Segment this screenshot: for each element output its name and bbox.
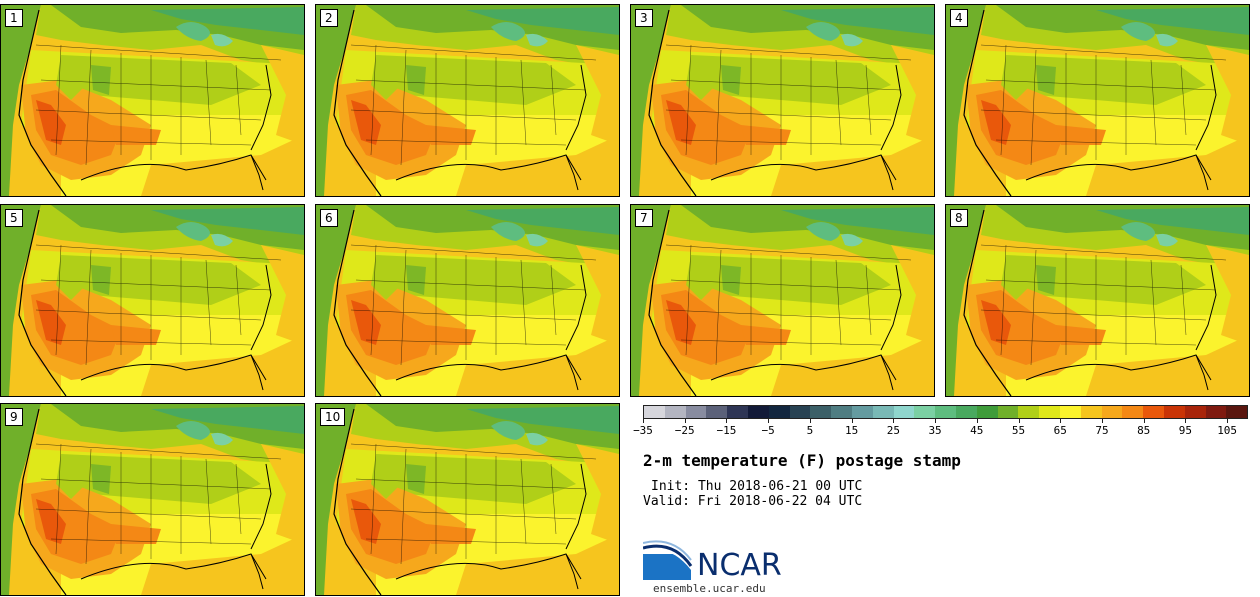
member-number-badge: 1 (5, 9, 23, 27)
colorbar-swatch (914, 406, 936, 418)
temperature-colorbar (643, 405, 1248, 419)
colorbar-swatch (664, 406, 686, 418)
temperature-map (631, 205, 934, 396)
temperature-map (1, 205, 304, 396)
colorbar-tick (1060, 419, 1062, 423)
ensemble-member-panel: 10 (315, 403, 620, 596)
colorbar-tick-label: 35 (928, 424, 942, 437)
valid-time: Valid: Fri 2018-06-22 04 UTC (643, 494, 863, 509)
colorbar-swatch (685, 406, 707, 418)
colorbar-swatch (727, 406, 748, 418)
member-number-badge: 3 (635, 9, 653, 27)
ensemble-member-panel: 6 (315, 204, 620, 397)
colorbar-tick (1185, 419, 1187, 423)
ensemble-member-panel: 2 (315, 4, 620, 197)
colorbar-swatch (810, 406, 832, 418)
colorbar-swatch (644, 406, 665, 418)
colorbar-swatch (1080, 406, 1102, 418)
colorbar-swatch (1226, 406, 1248, 418)
ncar-logo-icon (643, 540, 693, 580)
colorbar-tick-label: 105 (1217, 424, 1238, 437)
colorbar-swatch (1184, 406, 1206, 418)
colorbar-tick-label: 45 (970, 424, 984, 437)
logo-wordmark: NCAR (697, 548, 782, 583)
member-number-badge: 8 (950, 209, 968, 227)
colorbar-tick-label: 55 (1011, 424, 1026, 437)
colorbar-swatch (851, 406, 873, 418)
colorbar-swatch (706, 406, 728, 418)
colorbar-tick-label: 85 (1137, 424, 1151, 437)
ensemble-member-panel: 4 (945, 4, 1250, 197)
colorbar-swatch (1039, 406, 1060, 418)
colorbar-tick (809, 419, 811, 423)
colorbar-swatch (768, 406, 790, 418)
colorbar-tick (1101, 419, 1103, 423)
colorbar-swatch (1143, 406, 1164, 418)
ensemble-member-panel: 9 (0, 403, 305, 596)
colorbar-tick-label: 15 (844, 424, 859, 437)
temperature-map (316, 205, 619, 396)
member-number-badge: 9 (5, 408, 23, 426)
temperature-map (1, 5, 304, 196)
colorbar-swatch (955, 406, 977, 418)
member-number-badge: 10 (320, 408, 346, 426)
colorbar-swatch (1018, 406, 1040, 418)
colorbar-ticks: −35 −25 −15 −5 5 15 25 35 45 55 65 75 85 95 105 115 (633, 419, 1260, 439)
temperature-map (946, 5, 1249, 196)
colorbar-tick (935, 419, 937, 423)
colorbar-tick (893, 419, 895, 423)
member-number-badge: 5 (5, 209, 23, 227)
colorbar-swatch (872, 406, 894, 418)
colorbar-tick-label: 65 (1053, 424, 1067, 437)
colorbar-swatch (1163, 406, 1185, 418)
colorbar-tick-label: −5 (761, 424, 775, 437)
colorbar-swatch (1059, 406, 1081, 418)
colorbar-tick (1018, 419, 1020, 423)
colorbar-swatch (1205, 406, 1227, 418)
temperature-map (316, 5, 619, 196)
ensemble-member-panel: 3 (630, 4, 935, 197)
member-number-badge: 2 (320, 9, 338, 27)
ensemble-member-panel: 8 (945, 204, 1250, 397)
init-time: Init: Thu 2018-06-21 00 UTC (651, 479, 863, 494)
colorbar-tick (643, 419, 644, 423)
colorbar-swatch (1101, 406, 1123, 418)
member-number-badge: 6 (320, 209, 338, 227)
colorbar-tick-label: 5 (806, 424, 814, 437)
colorbar-tick (1227, 419, 1229, 423)
plot-title: 2-m temperature (F) postage stamp (643, 451, 961, 470)
colorbar-tick (851, 419, 853, 423)
colorbar-swatch (997, 406, 1019, 418)
temperature-map (631, 5, 934, 196)
colorbar-swatch (747, 406, 769, 418)
colorbar-tick-label: 115 (1259, 424, 1260, 437)
colorbar-tick (726, 419, 728, 423)
colorbar-swatch (789, 406, 811, 418)
colorbar-swatch (831, 406, 852, 418)
temperature-map (946, 205, 1249, 396)
colorbar-swatch (935, 406, 956, 418)
ensemble-member-panel: 5 (0, 204, 305, 397)
ensemble-member-panel: 1 (0, 4, 305, 197)
colorbar-swatch (893, 406, 915, 418)
colorbar-tick-label: 95 (1178, 424, 1193, 437)
member-number-badge: 4 (950, 9, 968, 27)
member-number-badge: 7 (635, 209, 653, 227)
colorbar-tick (1143, 419, 1145, 423)
site-url: ensemble.ucar.edu (653, 582, 766, 595)
colorbar-tick-label: 75 (1095, 424, 1109, 437)
colorbar-tick (768, 419, 770, 423)
colorbar-tick (976, 419, 978, 423)
ensemble-member-panel: 7 (630, 204, 935, 397)
temperature-map (316, 404, 619, 595)
colorbar-tick-label: −25 (674, 424, 695, 437)
colorbar-swatch (1122, 406, 1144, 418)
colorbar-tick-label: −35 (633, 424, 653, 437)
colorbar-tick-label: 25 (886, 424, 900, 437)
temperature-map (1, 404, 304, 595)
colorbar-tick (684, 419, 686, 423)
colorbar-tick-label: −15 (716, 424, 737, 437)
colorbar-swatch (976, 406, 998, 418)
